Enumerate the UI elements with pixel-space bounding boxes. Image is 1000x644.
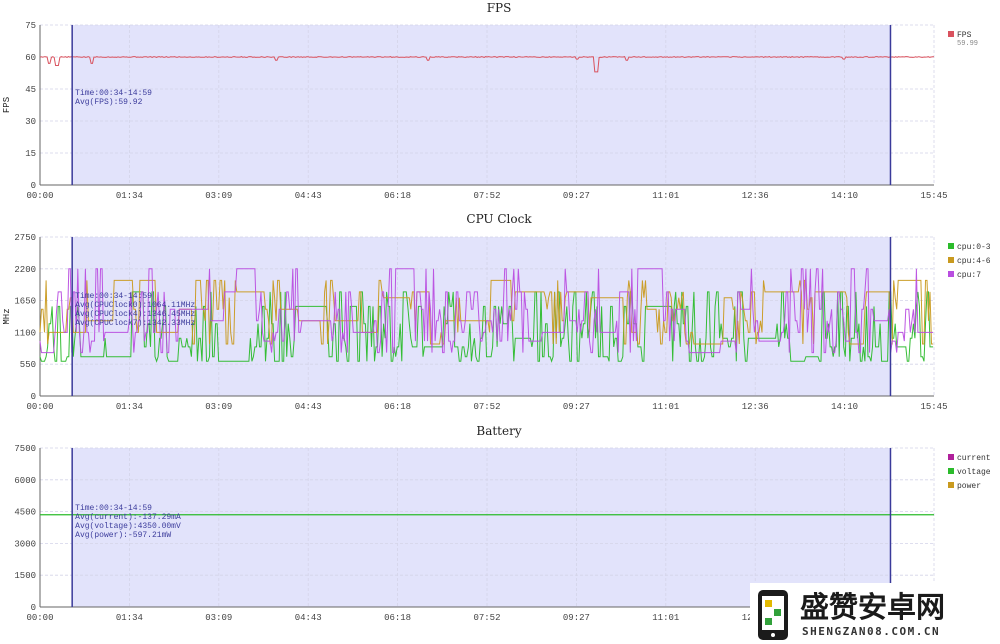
x-tick-label: 06:18 (384, 402, 411, 412)
legend-value: 59.99 (957, 40, 978, 48)
x-tick-label: 06:18 (384, 613, 411, 623)
x-tick-label: 15:45 (920, 191, 947, 201)
legend-label: cpu:0-3 (957, 243, 991, 252)
x-tick-label: 00:00 (26, 613, 53, 623)
x-tick-label: 01:34 (116, 191, 143, 201)
y-tick-label: 1100 (14, 328, 36, 338)
x-tick-label: 00:00 (26, 402, 53, 412)
x-tick-label: 12:36 (742, 402, 769, 412)
legend-label: voltage (957, 468, 991, 477)
x-tick-label: 12:36 (742, 191, 769, 201)
chart-title: CPU Clock (466, 212, 532, 226)
chart-title: FPS (487, 1, 512, 15)
y-axis-label: FPS (2, 97, 12, 113)
y-tick-label: 7500 (14, 444, 36, 454)
watermark-title: 盛赞安卓网 (800, 590, 945, 624)
x-tick-label: 07:52 (473, 402, 500, 412)
x-tick-label: 11:01 (652, 191, 679, 201)
legend-swatch (948, 257, 954, 263)
y-tick-label: 45 (25, 85, 36, 95)
x-tick-label: 04:43 (295, 402, 322, 412)
y-tick-label: 3000 (14, 539, 36, 549)
stat-text: Avg(CPUClock0):1064.11MHz (75, 301, 195, 310)
x-tick-label: 14:10 (831, 191, 858, 201)
y-tick-label: 30 (25, 117, 36, 127)
y-tick-label: 60 (25, 53, 36, 63)
x-tick-label: 04:43 (295, 613, 322, 623)
phone-logo-square (765, 618, 772, 625)
phone-logo-button (771, 633, 775, 637)
chart-title: Battery (476, 424, 521, 438)
y-tick-label: 1650 (14, 297, 36, 307)
stat-text: Time:00:34-14:59 (75, 504, 152, 513)
x-tick-label: 03:09 (205, 402, 232, 412)
series-line-cpu-7 (39, 268, 934, 354)
x-tick-label: 03:09 (205, 613, 232, 623)
legend-label: current (957, 454, 991, 463)
y-tick-label: 6000 (14, 476, 36, 486)
y-tick-label: 1500 (14, 571, 36, 581)
x-tick-label: 09:27 (563, 191, 590, 201)
x-tick-label: 09:27 (563, 402, 590, 412)
legend-swatch (948, 271, 954, 277)
phone-logo-square (765, 600, 772, 607)
x-tick-label: 11:01 (652, 402, 679, 412)
y-tick-label: 2200 (14, 265, 36, 275)
watermark-subtitle: SHENGZAN08.COM.CN (802, 625, 940, 638)
y-tick-label: 4500 (14, 508, 36, 518)
x-tick-label: 01:34 (116, 613, 143, 623)
y-tick-label: 15 (25, 149, 36, 159)
y-tick-label: 75 (25, 21, 36, 31)
legend-swatch (948, 31, 954, 37)
x-tick-label: 03:09 (205, 191, 232, 201)
x-tick-label: 04:43 (295, 191, 322, 201)
stat-text: Avg(CPUClock4):1346.45MHz (75, 310, 195, 319)
legend-label: power (957, 482, 981, 491)
stat-text: Avg(FPS):59.92 (75, 98, 142, 107)
legend-label: FPS (957, 31, 972, 40)
stat-text: Time:00:34-14:59 (75, 89, 152, 98)
y-tick-label: 2750 (14, 233, 36, 243)
legend-swatch (948, 454, 954, 460)
series-line-fps (39, 55, 934, 73)
y-tick-label: 0 (31, 181, 36, 191)
stat-text: Avg(power):-597.21mW (75, 531, 171, 540)
legend-label: cpu:4-6 (957, 257, 991, 266)
stat-text: Avg(current):-137.29mA (75, 513, 181, 522)
y-axis-label: MHz (2, 308, 12, 324)
stat-text: Avg(voltage):4350.00mV (75, 522, 181, 531)
selection-region (72, 25, 891, 185)
x-tick-label: 09:27 (563, 613, 590, 623)
x-tick-label: 00:00 (26, 191, 53, 201)
y-tick-label: 0 (31, 392, 36, 402)
stat-text: Avg(CPUClock7):1342.33MHz (75, 319, 195, 328)
x-tick-label: 11:01 (652, 613, 679, 623)
watermark-background (750, 583, 1000, 644)
selection-region (72, 448, 891, 607)
x-tick-label: 06:18 (384, 191, 411, 201)
x-tick-label: 14:10 (831, 402, 858, 412)
x-tick-label: 15:45 (920, 402, 947, 412)
legend-swatch (948, 482, 954, 488)
x-tick-label: 07:52 (473, 613, 500, 623)
stat-text: Time:00:34-14:59 (75, 292, 152, 301)
y-tick-label: 0 (31, 603, 36, 613)
phone-logo-square (774, 609, 781, 616)
legend-swatch (948, 468, 954, 474)
y-tick-label: 550 (20, 360, 36, 370)
legend-label: cpu:7 (957, 271, 981, 280)
legend-swatch (948, 243, 954, 249)
x-tick-label: 07:52 (473, 191, 500, 201)
x-tick-label: 01:34 (116, 402, 143, 412)
